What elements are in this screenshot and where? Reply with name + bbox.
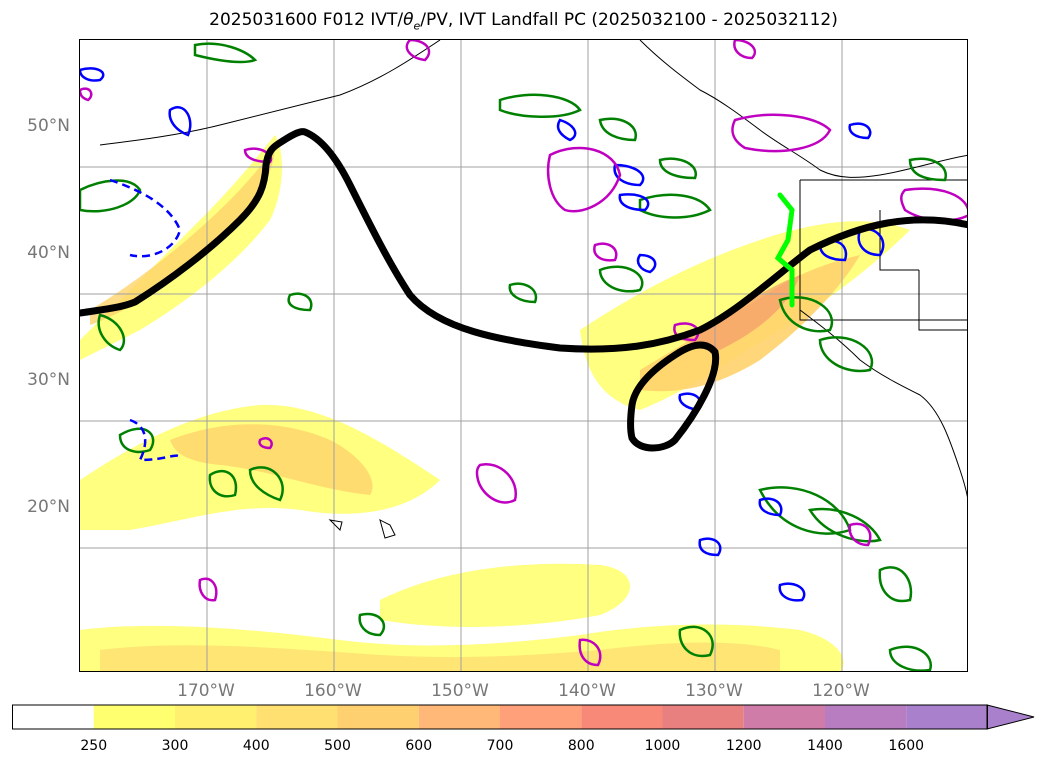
lon-label-140w: 140°W xyxy=(558,681,616,701)
map-title: 2025031600 F012 IVT/θe/PV, IVT Landfall … xyxy=(209,10,838,33)
colorbar-cell xyxy=(12,705,94,729)
magenta-contours xyxy=(80,40,967,667)
colorbar-cell xyxy=(825,705,907,729)
lon-label-130w: 130°W xyxy=(685,681,743,701)
ivt-pc-contours xyxy=(80,128,967,452)
colorbar-cell xyxy=(500,705,582,729)
colorbar-cell xyxy=(581,705,663,729)
pv-contours xyxy=(80,67,885,602)
colorbar-tick-label: 1200 xyxy=(725,738,762,754)
colorbar-tick-label: 250 xyxy=(80,738,108,754)
colorbar-cell xyxy=(256,705,338,729)
colorbar-cell xyxy=(906,705,988,729)
lon-label-150w: 150°W xyxy=(431,681,489,701)
colorbar-tick-label: 500 xyxy=(324,738,351,754)
colorbar-tick-label: 1600 xyxy=(888,738,925,754)
colorbar-tick-label: 800 xyxy=(567,738,595,754)
colorbar-cells xyxy=(12,705,988,729)
ivt-colorbar xyxy=(12,704,1035,730)
lat-label-20n: 20°N xyxy=(27,497,70,517)
colorbar-outline xyxy=(12,704,988,730)
colorbar-cell xyxy=(662,705,744,729)
lat-label-30n: 30°N xyxy=(27,370,70,390)
colorbar-cell xyxy=(93,705,175,729)
colorbar-tick-label: 600 xyxy=(405,738,433,754)
colorbar-cell xyxy=(175,705,257,729)
map-canvas xyxy=(80,40,967,671)
lon-label-160w: 160°W xyxy=(304,681,362,701)
lat-label-50n: 50°N xyxy=(27,116,70,136)
colorbar-cell xyxy=(418,705,500,729)
colorbar-tick-label: 700 xyxy=(486,738,514,754)
colorbar-tick-label: 400 xyxy=(242,738,270,754)
colorbar-tick-label: 1400 xyxy=(807,738,843,754)
lon-label-170w: 170°W xyxy=(177,681,235,701)
colorbar-cell xyxy=(743,705,825,729)
lon-label-120w: 120°W xyxy=(812,681,870,701)
colorbar-extend-arrow xyxy=(986,704,1035,730)
ivt-shading xyxy=(80,135,910,671)
lat-label-40n: 40°N xyxy=(27,243,70,263)
map-panel xyxy=(79,39,968,672)
landfall-line xyxy=(774,192,795,308)
colorbar-tick-label: 300 xyxy=(161,738,189,754)
colorbar-cell xyxy=(337,705,419,729)
colorbar-tick-label: 1000 xyxy=(644,738,681,754)
